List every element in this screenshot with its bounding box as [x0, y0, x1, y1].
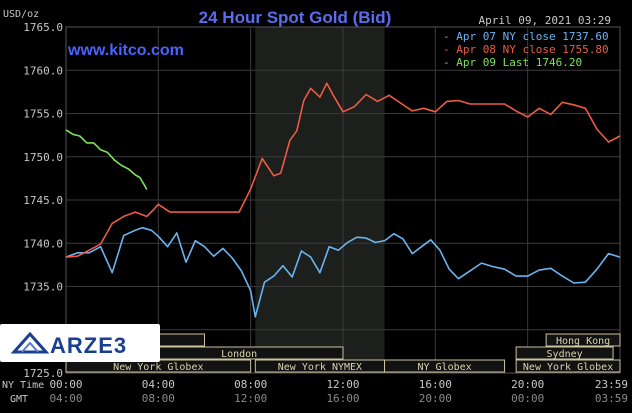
legend-entry: - Apr 09 Last 1746.20 — [443, 56, 582, 69]
x-tick-gmt: 20:00 — [419, 392, 452, 405]
x-tick-gmt: 16:00 — [326, 392, 359, 405]
series-line-apr-09 — [65, 129, 148, 190]
y-unit-label: USD/oz — [3, 9, 39, 20]
arzee-logo-icon — [10, 331, 50, 354]
gridlines — [65, 26, 621, 374]
x-tick-ny: 00:00 — [49, 378, 82, 391]
x-tick-ny: 12:00 — [326, 378, 359, 391]
y-tick-label: 1725.0 — [23, 367, 63, 380]
session-label: Sydney — [547, 349, 583, 360]
session-label: London — [221, 349, 257, 360]
market-sessions: London New York Globex New York NYMEX NY Gl… — [65, 333, 621, 373]
gmt-row-label: GMT — [10, 394, 28, 405]
x-tick-ny: 04:00 — [142, 378, 175, 391]
session-bar — [545, 333, 621, 347]
overlay-logo: ARZE3 — [0, 324, 160, 362]
watermark: www.kitco.com — [67, 42, 184, 59]
session-label: NY Globex — [417, 362, 471, 373]
x-tick-ny: 08:00 — [234, 378, 267, 391]
x-tick-ny: 23:59 — [595, 378, 628, 391]
x-tick-gmt: 08:00 — [142, 392, 175, 405]
session-label: Hong Kong — [556, 336, 610, 347]
y-tick-label: 1765.0 — [23, 21, 63, 34]
datestamp: April 09, 2021 03:29 — [479, 14, 611, 27]
series-line-apr-08 — [65, 82, 621, 258]
y-tick-label: 1745.0 — [23, 194, 63, 207]
series-line-apr-07 — [65, 226, 621, 318]
x-tick-gmt: 00:00 — [511, 392, 544, 405]
y-tick-label: 1735.0 — [23, 281, 63, 294]
session-label: New York Globex — [113, 362, 203, 373]
session-bar — [515, 359, 621, 373]
y-tick-label: 1755.0 — [23, 108, 63, 121]
legend-entry: - Apr 07 NY close 1737.60 — [443, 30, 609, 43]
ny-time-row-label: NY Time — [2, 380, 44, 391]
series-lines — [65, 82, 621, 318]
session-label: New York Globex — [523, 362, 613, 373]
x-axis-ticks: 00:0004:0004:0008:0008:0012:0012:0016:00… — [49, 378, 628, 405]
x-tick-ny: 20:00 — [511, 378, 544, 391]
x-tick-ny: 16:00 — [419, 378, 452, 391]
y-tick-label: 1760.0 — [23, 64, 63, 77]
x-tick-gmt: 04:00 — [49, 392, 82, 405]
x-tick-gmt: 12:00 — [234, 392, 267, 405]
session-bar — [384, 359, 506, 373]
legend-entry: - Apr 08 NY close 1755.80 — [443, 43, 609, 56]
session-bar — [515, 346, 614, 360]
chart-title: 24 Hour Spot Gold (Bid) — [199, 8, 392, 27]
session-label: New York NYMEX — [278, 362, 362, 373]
legend: - Apr 07 NY close 1737.60- Apr 08 NY clo… — [443, 30, 609, 69]
plot-frame — [65, 26, 621, 374]
y-tick-label: 1750.0 — [23, 151, 63, 164]
overlay-logo-text: ARZE3 — [50, 333, 127, 358]
x-tick-gmt: 03:59 — [595, 392, 628, 405]
y-tick-label: 1740.0 — [23, 237, 63, 250]
y-axis-ticks: 1725.01730.01735.01740.01745.01750.01755… — [23, 21, 63, 380]
